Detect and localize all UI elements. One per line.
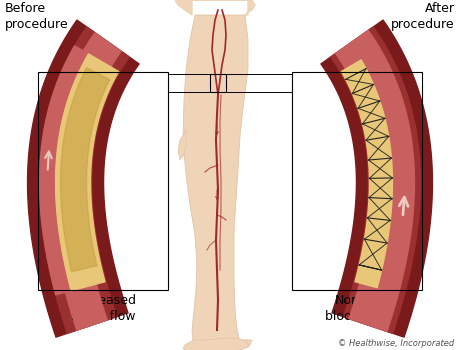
Text: Before
procedure: Before procedure bbox=[5, 2, 68, 31]
Polygon shape bbox=[39, 46, 87, 295]
Polygon shape bbox=[320, 20, 431, 337]
Bar bbox=[291, 72, 421, 290]
Polygon shape bbox=[335, 30, 414, 331]
Polygon shape bbox=[183, 15, 252, 348]
Text: © Healthwise, Incorporated: © Healthwise, Incorporated bbox=[337, 339, 453, 348]
Polygon shape bbox=[341, 60, 392, 288]
Text: After
procedure: After procedure bbox=[391, 2, 454, 31]
Text: Normal
blood flow: Normal blood flow bbox=[324, 294, 388, 323]
Bar bbox=[38, 72, 168, 290]
Polygon shape bbox=[56, 54, 118, 291]
Polygon shape bbox=[330, 27, 420, 333]
Polygon shape bbox=[39, 27, 129, 333]
Polygon shape bbox=[50, 33, 121, 330]
Text: Decreased
blood flow: Decreased blood flow bbox=[69, 294, 136, 323]
Polygon shape bbox=[178, 130, 185, 160]
Polygon shape bbox=[28, 20, 139, 337]
Bar bbox=[210, 74, 225, 92]
Polygon shape bbox=[174, 0, 254, 15]
Polygon shape bbox=[183, 338, 247, 350]
Polygon shape bbox=[61, 68, 110, 272]
